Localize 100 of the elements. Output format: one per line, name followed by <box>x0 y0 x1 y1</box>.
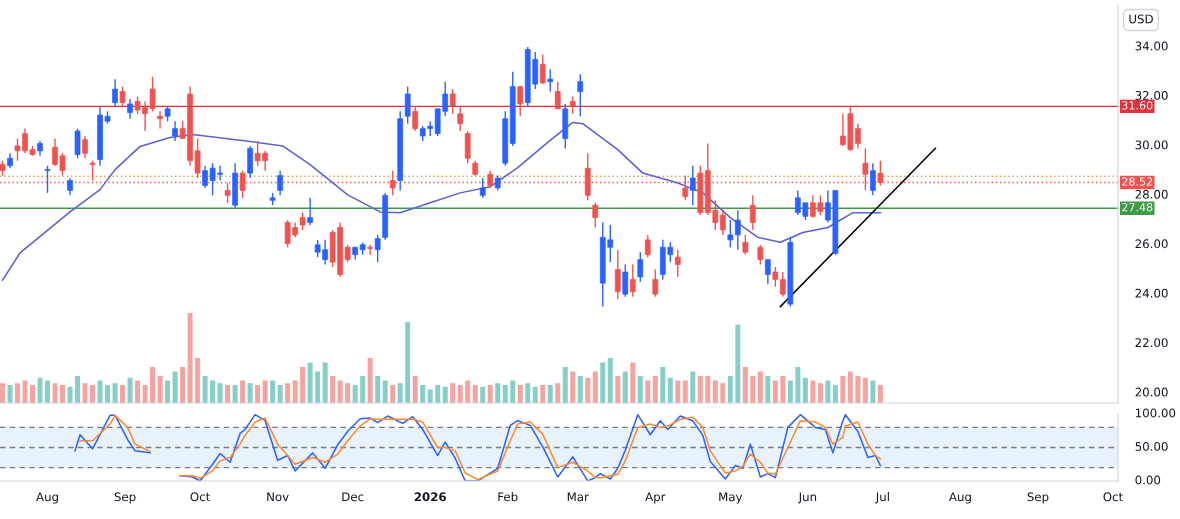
bar <box>667 377 673 403</box>
bar <box>720 383 726 403</box>
candlestick <box>277 169 283 197</box>
bar <box>637 376 643 403</box>
x-tick-label: Nov <box>267 492 289 502</box>
bar <box>592 371 598 403</box>
bar <box>30 385 36 403</box>
bar <box>405 322 411 403</box>
candlestick <box>764 258 771 286</box>
bar <box>127 377 133 403</box>
bar <box>150 367 156 403</box>
bar <box>225 385 231 403</box>
bar <box>187 313 193 403</box>
candlestick <box>742 234 749 256</box>
bar <box>772 380 778 403</box>
bar <box>255 385 261 403</box>
bar <box>15 383 21 403</box>
bar <box>555 383 561 403</box>
bar <box>67 386 73 403</box>
bar <box>615 376 621 403</box>
bar <box>682 380 688 403</box>
y-tick-label: 22.00 <box>1135 338 1168 348</box>
bar <box>652 376 658 403</box>
bar <box>7 385 13 403</box>
x-tick-label: Feb <box>498 492 518 502</box>
candlestick <box>614 249 621 300</box>
bar <box>847 371 853 403</box>
candlestick <box>757 244 764 266</box>
bar <box>382 380 388 403</box>
candlestick <box>479 177 486 199</box>
candlestick <box>719 209 726 236</box>
bar <box>870 380 876 403</box>
candlestick <box>374 234 381 263</box>
bar <box>240 380 246 403</box>
bar <box>450 383 456 403</box>
bar <box>270 380 276 403</box>
candlestick <box>629 263 636 298</box>
y-tick-label: 26.00 <box>1135 239 1168 249</box>
bar <box>52 383 58 403</box>
candlestick <box>689 164 696 206</box>
x-tick-label: Aug <box>36 492 58 504</box>
x-tick-label: Sep <box>114 492 136 504</box>
bar <box>277 385 283 403</box>
bar <box>330 376 336 403</box>
y-tick-label: 30.00 <box>1135 140 1168 150</box>
candlestick <box>539 53 546 85</box>
candlestick <box>772 266 779 288</box>
x-tick-label: Mar <box>567 492 589 502</box>
candlestick <box>554 80 561 110</box>
candlestick <box>622 263 629 298</box>
y-tick-label: 50.00 <box>1135 442 1168 451</box>
bar <box>307 362 313 403</box>
bar <box>645 380 651 403</box>
bar <box>517 385 523 403</box>
bar <box>142 385 148 403</box>
bar <box>547 385 553 403</box>
bar <box>825 380 831 403</box>
bar <box>412 376 418 403</box>
bar <box>420 385 426 403</box>
candlestick <box>172 120 178 142</box>
bar <box>727 376 733 403</box>
candlestick <box>780 271 786 298</box>
bar <box>352 385 358 403</box>
candlestick <box>307 197 313 226</box>
candlestick <box>44 164 51 194</box>
bar <box>495 383 501 403</box>
line-series <box>1 121 882 281</box>
candlestick <box>644 234 651 258</box>
bar <box>60 385 66 403</box>
x-tick-label: Oct <box>1103 492 1123 502</box>
candlestick <box>367 244 374 256</box>
candlestick <box>457 105 464 132</box>
bar <box>765 376 771 403</box>
bar <box>802 377 808 403</box>
bar <box>607 358 613 403</box>
bar <box>75 376 81 403</box>
bar <box>45 380 51 403</box>
ref-line-label: 27.48 <box>1122 203 1153 212</box>
bar <box>472 385 478 403</box>
bar <box>487 385 493 403</box>
bar <box>840 376 846 403</box>
candlestick <box>870 162 876 197</box>
bar <box>202 376 208 403</box>
bar <box>337 380 343 403</box>
bar <box>817 383 823 403</box>
bar <box>300 367 306 403</box>
y-tick-label: 100.00 <box>1135 408 1176 418</box>
bar <box>465 380 471 403</box>
bar <box>345 383 351 403</box>
bar <box>502 385 508 403</box>
bar <box>562 367 568 403</box>
text: USD <box>1129 14 1153 24</box>
bar <box>750 376 756 403</box>
y-tick-label: 24.00 <box>1135 288 1168 298</box>
y-tick-label: 32.00 <box>1135 90 1168 100</box>
bar <box>210 380 216 403</box>
bar <box>877 385 883 403</box>
candlestick <box>637 251 644 283</box>
ref-line-label: 28.52 <box>1122 177 1153 186</box>
candlestick <box>449 88 456 115</box>
